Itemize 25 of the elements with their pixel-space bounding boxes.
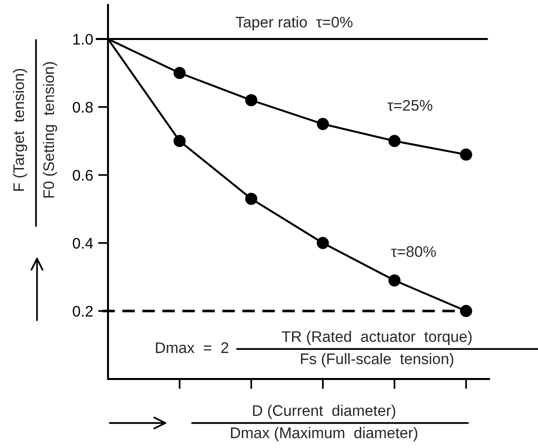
series-label: τ=25%: [388, 100, 432, 111]
text: Dmax (Maximum diameter): [231, 427, 418, 442]
point: [316, 236, 329, 250]
point: [174, 66, 186, 80]
y-tick-label: 0.6: [72, 170, 93, 181]
annotation: Taper ratio τ=0%: [236, 16, 353, 30]
point: [245, 192, 258, 205]
point: [388, 134, 401, 148]
point: [316, 118, 329, 130]
series-label: τ=80%: [391, 246, 436, 257]
y-tick-label: 0.4: [72, 238, 93, 249]
point: [460, 148, 472, 161]
annotation: TR (Rated actuator torque): [282, 330, 472, 345]
point: [174, 134, 186, 148]
point: [388, 274, 401, 286]
y-tick-label: 0.8: [72, 102, 93, 113]
y-axis-title: F (Target tension): [12, 68, 28, 191]
y-tick-label: 1.0: [73, 34, 93, 45]
point: [245, 94, 258, 106]
point: [460, 304, 472, 318]
y-tick-label: 0.2: [72, 306, 93, 317]
text: F0 (Setting tension): [42, 62, 58, 198]
annotation: Dmax = 2: [156, 342, 228, 354]
annotation: Fs (Full-scale tension): [301, 353, 454, 368]
x-axis-title: D (Current diameter): [253, 404, 396, 419]
